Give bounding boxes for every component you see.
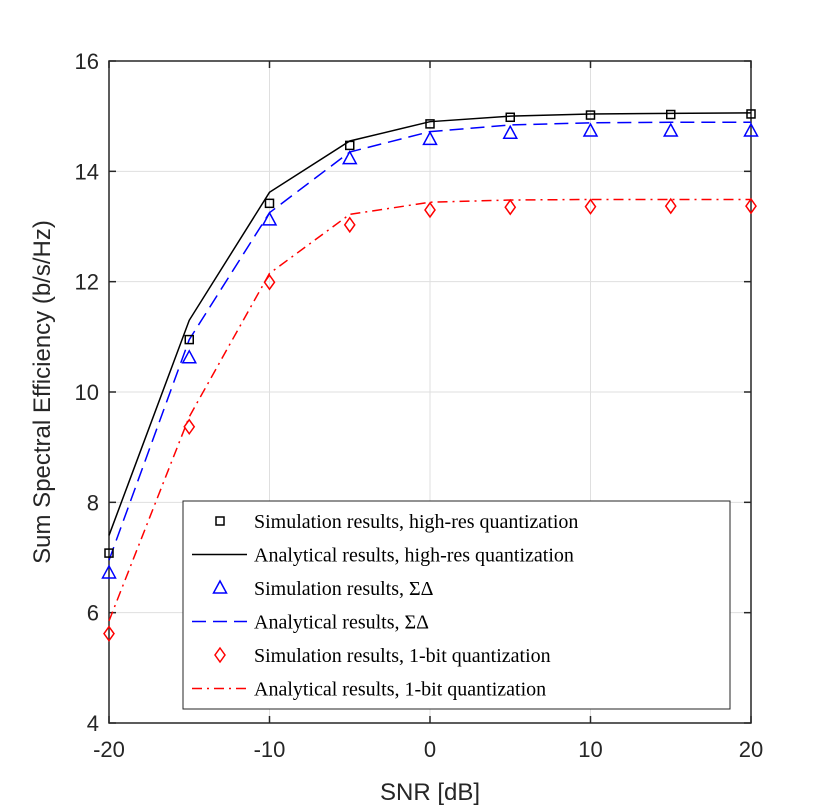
legend: Simulation results, high-res quantizatio…: [182, 500, 731, 710]
legend-box: [182, 500, 731, 710]
data-point: [424, 201, 436, 219]
legend-entry-2: Simulation results, ΣΔ: [212, 578, 434, 600]
legend-entry-1: Analytical results, high-res quantizatio…: [192, 545, 574, 567]
y-tick-label: 8: [87, 490, 99, 515]
legend-entry-5: Analytical results, 1-bit quantization: [192, 679, 546, 701]
legend-label: Analytical results, high-res quantizatio…: [254, 545, 574, 567]
legend-entry-3: Analytical results, ΣΔ: [192, 612, 429, 634]
x-axis-label: SNR [dB]: [380, 779, 480, 806]
data-point: [263, 273, 276, 291]
x-tick-label: -10: [254, 737, 286, 762]
legend-label: Simulation results, 1-bit quantization: [254, 645, 551, 667]
x-tick-label: 0: [424, 737, 436, 762]
y-tick-label: 14: [75, 159, 99, 184]
data-point: [345, 140, 355, 151]
y-tick-label: 6: [87, 601, 99, 626]
data-point: [505, 112, 515, 123]
data-point: [745, 197, 757, 215]
legend-marker: [215, 516, 225, 526]
data-point: [664, 197, 677, 215]
y-tick-label: 16: [75, 49, 99, 74]
data-point: [264, 198, 275, 209]
data-point: [746, 109, 756, 119]
data-point: [261, 211, 278, 226]
series: [101, 109, 759, 642]
data-point: [662, 122, 679, 137]
y-tick-label: 4: [87, 711, 99, 736]
legend-entry-4: Simulation results, 1-bit quantization: [214, 645, 551, 667]
y-tick-label: 12: [75, 270, 99, 295]
legend-label: Analytical results, ΣΔ: [254, 612, 429, 634]
y-tick-label: 10: [75, 380, 99, 405]
data-point: [504, 198, 517, 216]
data-point: [101, 564, 117, 579]
x-tick-label: -20: [93, 737, 125, 762]
data-point: [502, 124, 519, 140]
legend-label: Simulation results, ΣΔ: [254, 578, 434, 600]
data-point: [103, 625, 115, 642]
series-line-5: [108, 198, 751, 622]
data-point: [743, 122, 759, 137]
y-axis-label: Sum Spectral Efficiency (b/s/Hz): [29, 220, 56, 564]
data-point: [666, 109, 676, 120]
series-markers-4: [103, 197, 757, 642]
data-point: [422, 130, 438, 146]
data-point: [341, 150, 358, 165]
series-markers-2: [101, 122, 759, 579]
legend-label: Analytical results, 1-bit quantization: [254, 679, 546, 701]
x-tick-label: 20: [739, 737, 763, 762]
data-point: [183, 418, 196, 436]
axis-ticks: -20 -10 0 10 20 4 6 8 10 12 14 16: [75, 49, 764, 762]
data-point: [425, 119, 435, 129]
series-line-1: [108, 112, 752, 536]
data-point: [582, 122, 599, 137]
data-point: [104, 548, 114, 558]
data-point: [181, 349, 198, 364]
data-point: [584, 198, 597, 215]
x-tick-label: 10: [578, 737, 602, 762]
legend-entry-0: Simulation results, high-res quantizatio…: [215, 511, 578, 533]
series-markers-0: [104, 109, 756, 558]
data-point: [184, 334, 194, 345]
legend-marker: [212, 579, 228, 594]
data-point: [343, 216, 356, 234]
legend-label: Simulation results, high-res quantizatio…: [254, 511, 578, 533]
legend-marker: [214, 646, 226, 664]
data-point: [585, 110, 596, 120]
